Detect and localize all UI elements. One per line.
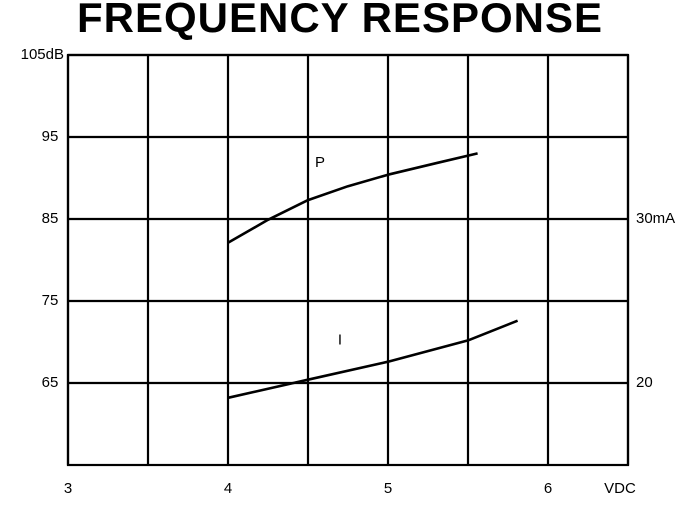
y-tick-label: 95	[42, 128, 59, 145]
x-tick-label: 4	[224, 480, 232, 497]
x-tick-label: 5	[384, 480, 392, 497]
y2-tick-label: 30mA	[636, 210, 675, 227]
y2-tick-label: 20	[636, 374, 653, 391]
chart-title: FREQUENCY RESPONSE	[77, 0, 603, 41]
y-tick-label: 85	[42, 210, 59, 227]
y-tick-label: 105dB	[21, 46, 64, 63]
series-label: P	[315, 154, 325, 171]
y-tick-label: 65	[42, 374, 59, 391]
series-label: I	[338, 332, 342, 349]
x-tick-label: 3	[64, 480, 72, 497]
plot-frame	[66, 53, 630, 467]
x-tick-label: 6	[544, 480, 552, 497]
y-tick-label: 75	[42, 292, 59, 309]
series-line	[227, 152, 478, 244]
x-axis-unit: VDC	[604, 480, 636, 497]
series-line	[227, 319, 519, 400]
